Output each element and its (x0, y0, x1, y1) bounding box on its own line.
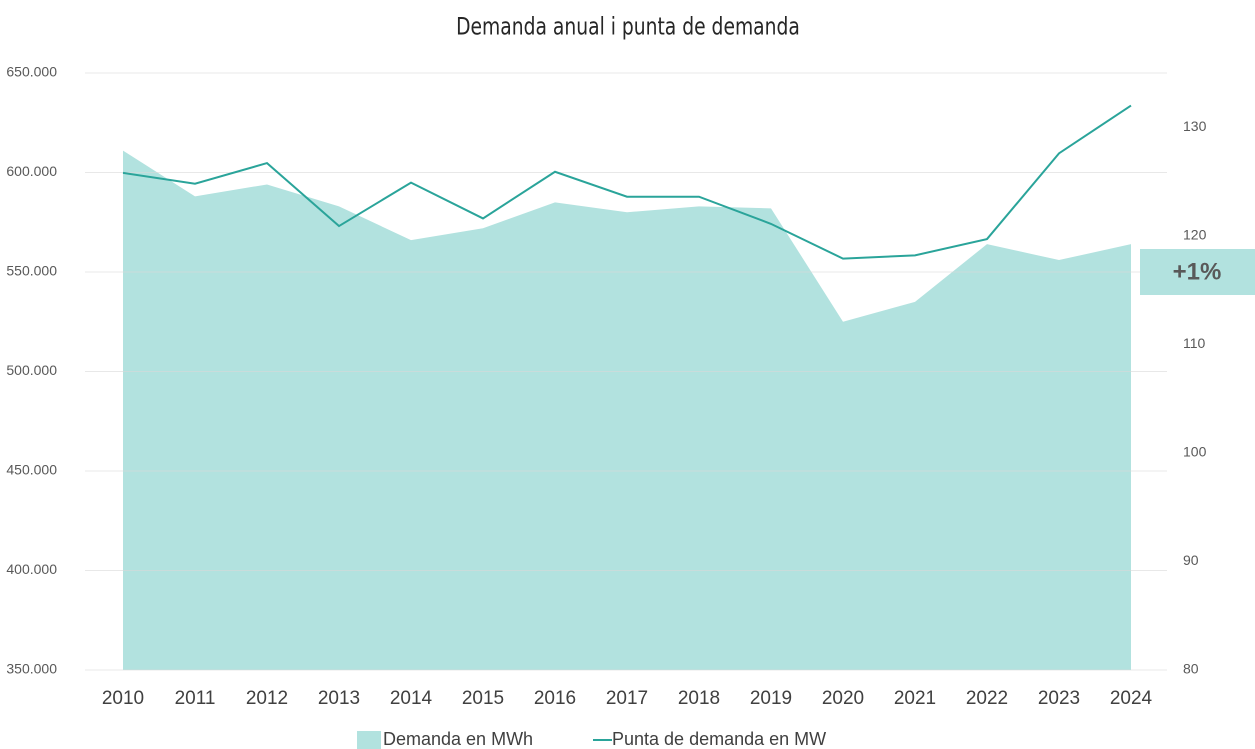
y2-tick-label: 120 (1183, 227, 1207, 243)
x-tick-label: 2011 (175, 688, 216, 709)
y-tick-label: 500.000 (6, 362, 57, 378)
y2-tick-label: 110 (1183, 335, 1206, 351)
chart-title: Demanda anual i punta de demanda (456, 14, 800, 42)
y2-tick-label: 130 (1183, 118, 1207, 134)
y-tick-label: 350.000 (6, 661, 57, 677)
y2-tick-label: 100 (1183, 444, 1207, 460)
y2-tick-label: 90 (1183, 552, 1199, 568)
annotation: +1% (1173, 258, 1222, 285)
x-tick-label: 2021 (894, 688, 936, 709)
x-tick-label: 2013 (318, 688, 360, 709)
line (122, 104, 1132, 260)
x-tick-label: 2018 (678, 688, 720, 709)
y-tick-label: 400.000 (6, 561, 57, 577)
x-tick-label: 2022 (966, 688, 1008, 709)
legend-label: Demanda en MWh (383, 729, 533, 749)
x-tick-label: 2015 (462, 688, 504, 709)
legend-label: Punta de demanda en MW (612, 729, 826, 749)
x-tick-label: 2023 (1038, 688, 1080, 709)
y-tick-label: 550.000 (6, 263, 57, 279)
x-tick-label: 2010 (102, 688, 144, 709)
x-tick-label: 2020 (822, 688, 864, 709)
y-tick-label: 650.000 (6, 64, 57, 80)
y-tick-label: 450.000 (6, 462, 57, 478)
y2-tick-label: 80 (1183, 661, 1199, 677)
x-tick-label: 2024 (1110, 688, 1153, 709)
x-tick-label: 2019 (750, 688, 792, 709)
x-tick-label: 2016 (534, 688, 576, 709)
area (123, 150, 1131, 671)
x-tick-label: 2017 (606, 688, 648, 709)
x-tick-label: 2014 (390, 688, 433, 709)
y-tick-label: 600.000 (6, 163, 57, 179)
legend-swatch (357, 731, 381, 749)
x-tick-label: 2012 (246, 688, 288, 709)
annotation-box (1140, 249, 1255, 295)
